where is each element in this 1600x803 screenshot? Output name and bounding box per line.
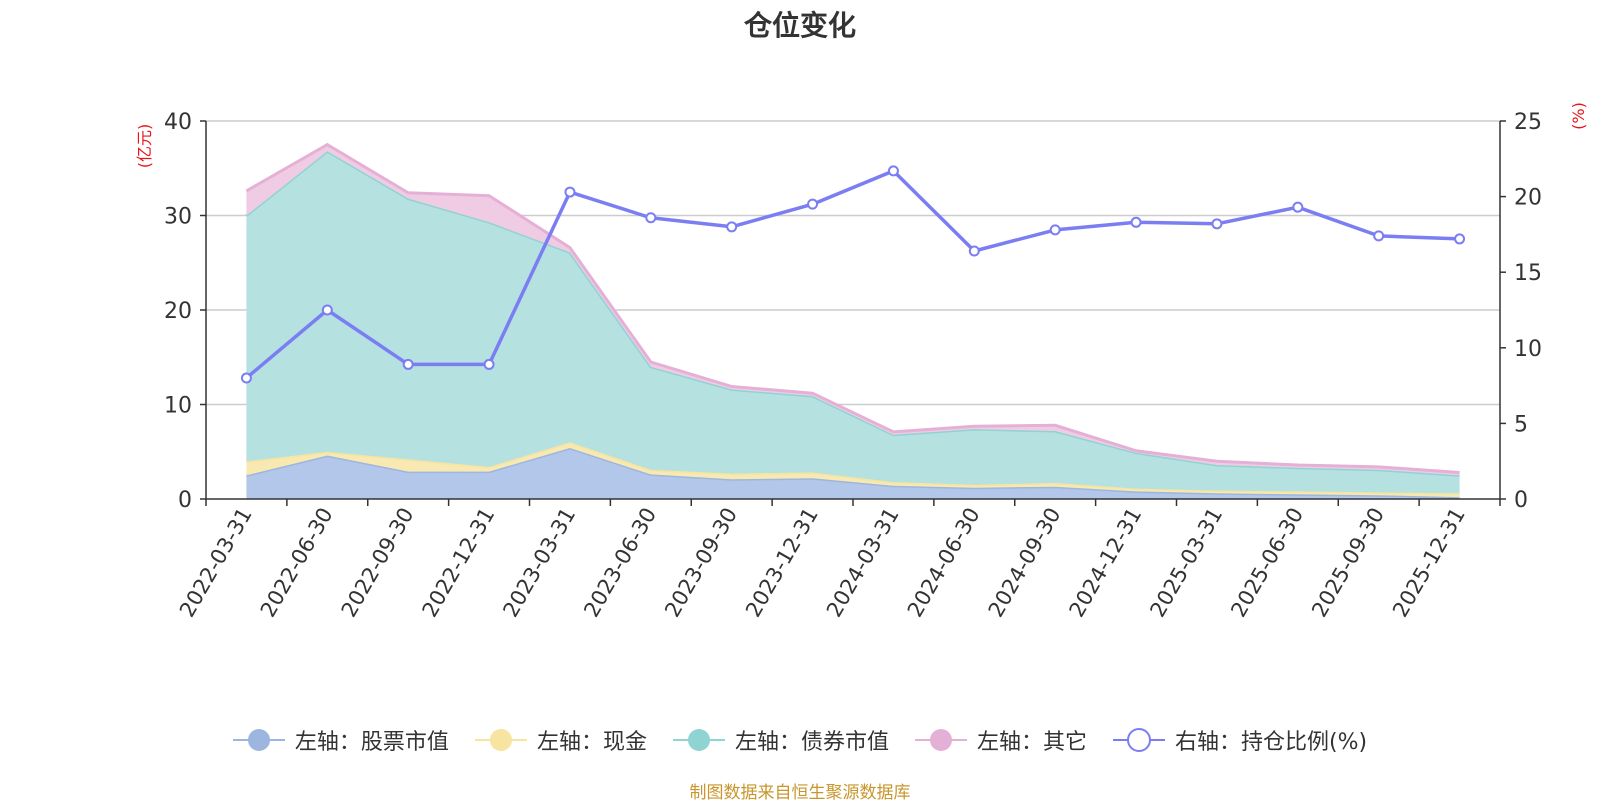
area-edge-series-4 (245, 142, 1460, 474)
line-point (1373, 230, 1385, 242)
right-tick-label: 20 (1514, 186, 1542, 211)
line-point (968, 245, 980, 257)
line-point (726, 221, 738, 233)
line-point (1454, 233, 1466, 245)
line-point (1049, 224, 1061, 236)
line-point (807, 198, 819, 210)
right-tick-label: 15 (1514, 261, 1542, 286)
legend-label: 左轴：其它 (976, 730, 1087, 755)
area-series-2 (246, 442, 1460, 498)
line-point (240, 372, 252, 384)
legend: 左轴：股票市值 左轴：现金 左轴：债券市值 左轴：其它 右轴：持仓比例(%) (0, 720, 1600, 760)
left-axis-unit: (亿元) (135, 124, 154, 169)
source-note: 制图数据来自恒生聚源数据库 (689, 783, 911, 803)
legend-marker-icon (914, 729, 967, 751)
line-point (645, 212, 657, 224)
legend-item-5[interactable]: 右轴：持仓比例(%) (1112, 724, 1368, 756)
x-tick-label: 2025-06-30 (1226, 504, 1308, 622)
left-tick-label: 40 (164, 110, 192, 135)
x-tick-label: 2023-03-31 (498, 504, 580, 622)
area-series-3 (246, 151, 1460, 494)
x-tick-label: 2022-06-30 (256, 504, 338, 622)
line-point (321, 304, 333, 316)
left-tick-label: 20 (164, 299, 192, 324)
legend-label: 左轴：债券市值 (734, 730, 889, 755)
line-point (887, 165, 899, 177)
left-tick-label: 10 (164, 394, 192, 419)
legend-item-1[interactable]: 左轴：股票市值 (232, 724, 449, 756)
line-point (1292, 201, 1304, 213)
x-tick-label: 2023-06-30 (579, 504, 661, 622)
legend-label: 左轴：现金 (536, 730, 647, 755)
x-tick-label: 2023-09-30 (660, 504, 742, 622)
x-tick-label: 2023-12-31 (741, 504, 823, 622)
right-tick-label: 10 (1514, 337, 1542, 362)
legend-item-2[interactable]: 左轴：现金 (474, 724, 647, 756)
legend-label: 右轴：持仓比例(%) (1174, 730, 1368, 755)
legend-marker-icon (672, 729, 725, 751)
line-point (564, 186, 576, 198)
line-point (402, 358, 414, 370)
legend-marker-icon (474, 729, 527, 751)
right-axis-unit: (%) (1569, 102, 1588, 130)
line-point (483, 358, 495, 370)
x-tick-label: 2025-03-31 (1145, 504, 1227, 622)
right-tick-label: 5 (1514, 412, 1528, 437)
line-point (1211, 218, 1223, 230)
legend-marker-icon (232, 729, 285, 751)
x-tick-label: 2024-03-31 (822, 504, 904, 622)
legend-item-4[interactable]: 左轴：其它 (914, 724, 1087, 756)
line-point (1130, 216, 1142, 228)
chart-title: 仓位变化 (743, 9, 856, 42)
right-tick-label: 0 (1514, 488, 1528, 513)
left-tick-label: 30 (164, 205, 192, 230)
line-series (245, 169, 1460, 380)
x-tick-label: 2024-12-31 (1065, 504, 1147, 622)
legend-label: 左轴：股票市值 (294, 730, 449, 755)
x-tick-label: 2022-03-31 (175, 504, 257, 622)
legend-item-3[interactable]: 左轴：债券市值 (672, 724, 889, 756)
x-tick-label: 2024-09-30 (984, 504, 1066, 622)
x-tick-label: 2022-09-30 (337, 504, 419, 622)
x-tick-label: 2024-06-30 (903, 504, 985, 622)
legend-marker-icon (1112, 728, 1165, 752)
x-tick-label: 2025-12-31 (1388, 504, 1470, 622)
area-series-1 (246, 448, 1460, 499)
x-tick-label: 2022-12-31 (418, 504, 500, 622)
right-tick-label: 25 (1514, 110, 1542, 135)
x-tick-label: 2025-09-30 (1307, 504, 1389, 622)
left-tick-label: 0 (178, 488, 192, 513)
